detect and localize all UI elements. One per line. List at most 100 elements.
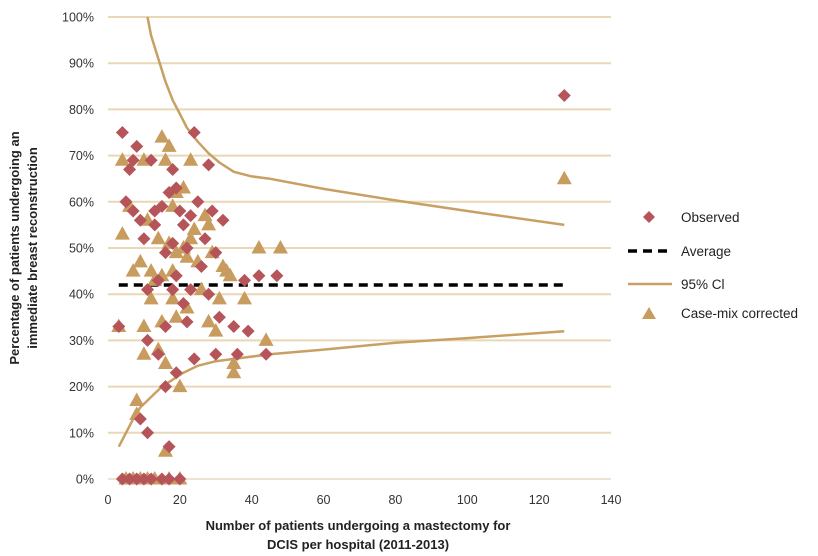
- case-mix-point: [556, 170, 572, 185]
- y-tick-label: 70%: [69, 149, 94, 163]
- case-mix-point: [226, 355, 242, 369]
- observed-point: [141, 333, 155, 347]
- x-tick-label: 140: [601, 493, 622, 507]
- observed-point: [141, 283, 155, 297]
- observed-point: [212, 310, 226, 324]
- case-mix-point: [157, 152, 173, 166]
- case-mix-point: [237, 290, 253, 305]
- case-mix-point: [132, 253, 148, 268]
- observed-point: [144, 153, 158, 167]
- case-mix-point: [157, 355, 173, 369]
- observed-point: [126, 153, 140, 167]
- case-mix-point: [143, 290, 159, 305]
- y-tick-label: 10%: [69, 426, 94, 440]
- observed-point: [115, 472, 129, 486]
- observed-point: [198, 232, 212, 246]
- observed-point: [126, 204, 140, 218]
- legend-item-average: Average: [628, 244, 731, 259]
- case-mix-point: [157, 443, 173, 457]
- case-mix-point: [222, 267, 238, 282]
- x-axis-title-line-1: Number of patients undergoing a mastecto…: [206, 518, 511, 533]
- observed-point: [238, 273, 252, 287]
- observed-point: [112, 320, 126, 334]
- y-tick-label: 0%: [76, 473, 94, 487]
- legend-label-ci: 95% Cl: [681, 277, 725, 292]
- observed-point: [130, 139, 144, 153]
- observed-point: [194, 259, 208, 273]
- observed-point: [166, 283, 180, 297]
- observed-point: [209, 246, 223, 260]
- observed-point: [180, 241, 194, 255]
- observed-point: [176, 218, 190, 232]
- legend-label-observed: Observed: [681, 210, 740, 225]
- observed-point: [151, 347, 165, 361]
- observed-point: [252, 269, 266, 283]
- x-tick-label: 0: [105, 493, 112, 507]
- observed-point: [169, 366, 183, 380]
- y-tick-label: 90%: [69, 57, 94, 71]
- x-axis-title-line-2: DCIS per hospital (2011-2013): [267, 537, 449, 552]
- observed-point: [180, 315, 194, 329]
- confidence-interval-lines: [117, 16, 565, 448]
- observed-point: [184, 283, 198, 297]
- observed-point: [123, 472, 137, 486]
- case-mix-point: [272, 240, 288, 254]
- observed-point: [241, 324, 255, 338]
- observed-point: [209, 347, 223, 361]
- legend-item-case-mix: Case-mix corrected: [642, 306, 798, 321]
- y-tick-label: 100%: [62, 11, 94, 25]
- observed-point: [155, 199, 169, 213]
- observed-point: [184, 209, 198, 223]
- legend-label-average: Average: [681, 244, 731, 259]
- x-tick-label: 100: [457, 493, 478, 507]
- case-mix-point: [179, 300, 195, 314]
- case-mix-point: [168, 309, 184, 323]
- observed-point: [144, 472, 158, 486]
- observed-point: [169, 181, 183, 195]
- observed-point: [151, 273, 165, 287]
- y-tick-label: 20%: [69, 380, 94, 394]
- y-tick-label: 80%: [69, 103, 94, 117]
- observed-point: [158, 380, 172, 394]
- case-mix-point: [201, 216, 217, 231]
- observed-point: [202, 158, 216, 172]
- y-tick-label: 40%: [69, 288, 94, 302]
- x-tick-label: 120: [529, 493, 550, 507]
- case-mix-point: [179, 249, 195, 263]
- observed-point: [119, 195, 133, 209]
- y-tick-label: 50%: [69, 242, 94, 256]
- case-mix-point: [125, 263, 141, 277]
- case-mix-point: [251, 240, 267, 254]
- case-mix-point: [161, 138, 177, 152]
- case-mix-point: [136, 318, 152, 333]
- case-mix-point: [183, 230, 199, 245]
- observed-point: [173, 472, 187, 486]
- case-mix-point: [168, 244, 184, 259]
- legend-marker-case-mix: [642, 307, 656, 319]
- observed-point: [148, 218, 162, 232]
- observed-point: [259, 347, 273, 361]
- case-mix-point: [150, 230, 166, 245]
- legend-item-ci: 95% Cl: [628, 277, 725, 292]
- observed-point: [230, 347, 244, 361]
- observed-point: [155, 472, 169, 486]
- observed-point: [187, 352, 201, 366]
- legend-marker-observed: [643, 211, 655, 223]
- observed-point: [115, 126, 129, 139]
- case-mix-point: [172, 378, 188, 393]
- observed-point: [162, 472, 176, 486]
- observed-point: [130, 472, 144, 486]
- case-mix-point: [258, 332, 274, 346]
- observed-point: [166, 236, 180, 250]
- y-tick-labels: 0% 10% 20% 30% 40% 50% 60% 70% 80% 90% 100%: [62, 11, 94, 487]
- observed-point: [141, 426, 155, 440]
- legend: Observed Average 95% Cl Case-mix correct…: [628, 210, 798, 321]
- x-tick-label: 20: [173, 493, 187, 507]
- observed-point: [162, 440, 176, 454]
- ci-lower-line: [117, 329, 565, 448]
- observed-point: [187, 126, 201, 139]
- observed-point: [133, 412, 147, 426]
- case-mix-point: [186, 221, 202, 236]
- observed-point: [137, 472, 151, 486]
- legend-label-case-mix: Case-mix corrected: [681, 306, 798, 321]
